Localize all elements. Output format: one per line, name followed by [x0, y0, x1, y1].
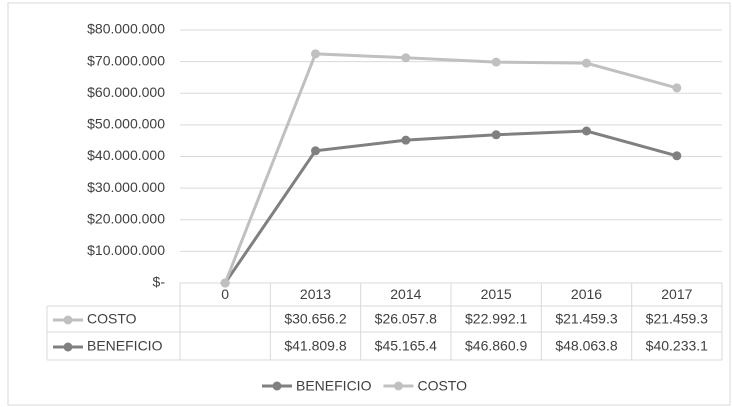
y-tick-label: $30.000.000 — [87, 179, 165, 195]
table-key-marker — [63, 315, 73, 325]
point-marker — [672, 83, 682, 93]
y-tick-label: $60.000.000 — [87, 84, 165, 100]
y-tick-label: $20.000.000 — [87, 210, 165, 226]
legend-key-marker — [272, 381, 282, 391]
point-marker — [491, 57, 501, 67]
y-tick-label: $50.000.000 — [87, 116, 165, 132]
table-cell: $21.459.3 — [555, 311, 617, 327]
x-tick-label: 2013 — [300, 286, 331, 302]
x-tick-label: 0 — [221, 286, 229, 302]
series-line — [223, 129, 678, 284]
point-marker — [220, 278, 230, 288]
point-marker — [401, 135, 411, 145]
table-cell: $22.992.1 — [465, 311, 527, 327]
y-tick-label: $40.000.000 — [87, 147, 165, 163]
table-cell: $26.057.8 — [375, 311, 437, 327]
x-tick-label: 2014 — [390, 286, 421, 302]
series-line — [223, 52, 678, 284]
point-marker — [582, 126, 591, 136]
table-cell: $46.860.9 — [465, 338, 527, 354]
x-tick-label: 2017 — [661, 286, 692, 302]
y-tick-label: $10.000.000 — [87, 242, 165, 258]
table-cell: $48.063.8 — [555, 338, 617, 354]
y-tick-label: $80.000.000 — [87, 21, 165, 37]
point-marker — [491, 130, 501, 140]
point-marker — [311, 146, 320, 156]
y-tick-label: $- — [153, 274, 166, 290]
table-row-label: BENEFICIO — [87, 338, 163, 354]
legend-label: COSTO — [417, 378, 467, 394]
point-marker — [401, 53, 411, 63]
table-cell: $30.656.2 — [284, 311, 346, 327]
table-cell: $45.165.4 — [375, 338, 437, 354]
x-tick-label: 2016 — [571, 286, 602, 302]
table-cell: $40.233.1 — [646, 338, 708, 354]
legend-key-marker — [393, 381, 403, 391]
point-marker — [672, 151, 682, 161]
point-marker — [582, 58, 591, 68]
table-cell: $21.459.3 — [646, 311, 708, 327]
y-tick-label: $70.000.000 — [87, 52, 165, 68]
point-marker — [311, 49, 320, 59]
x-tick-label: 2015 — [481, 286, 512, 302]
table-key-marker — [63, 342, 73, 352]
legend-label: BENEFICIO — [296, 378, 372, 394]
table-cell: $41.809.8 — [284, 338, 346, 354]
table-row-label: COSTO — [87, 311, 137, 327]
